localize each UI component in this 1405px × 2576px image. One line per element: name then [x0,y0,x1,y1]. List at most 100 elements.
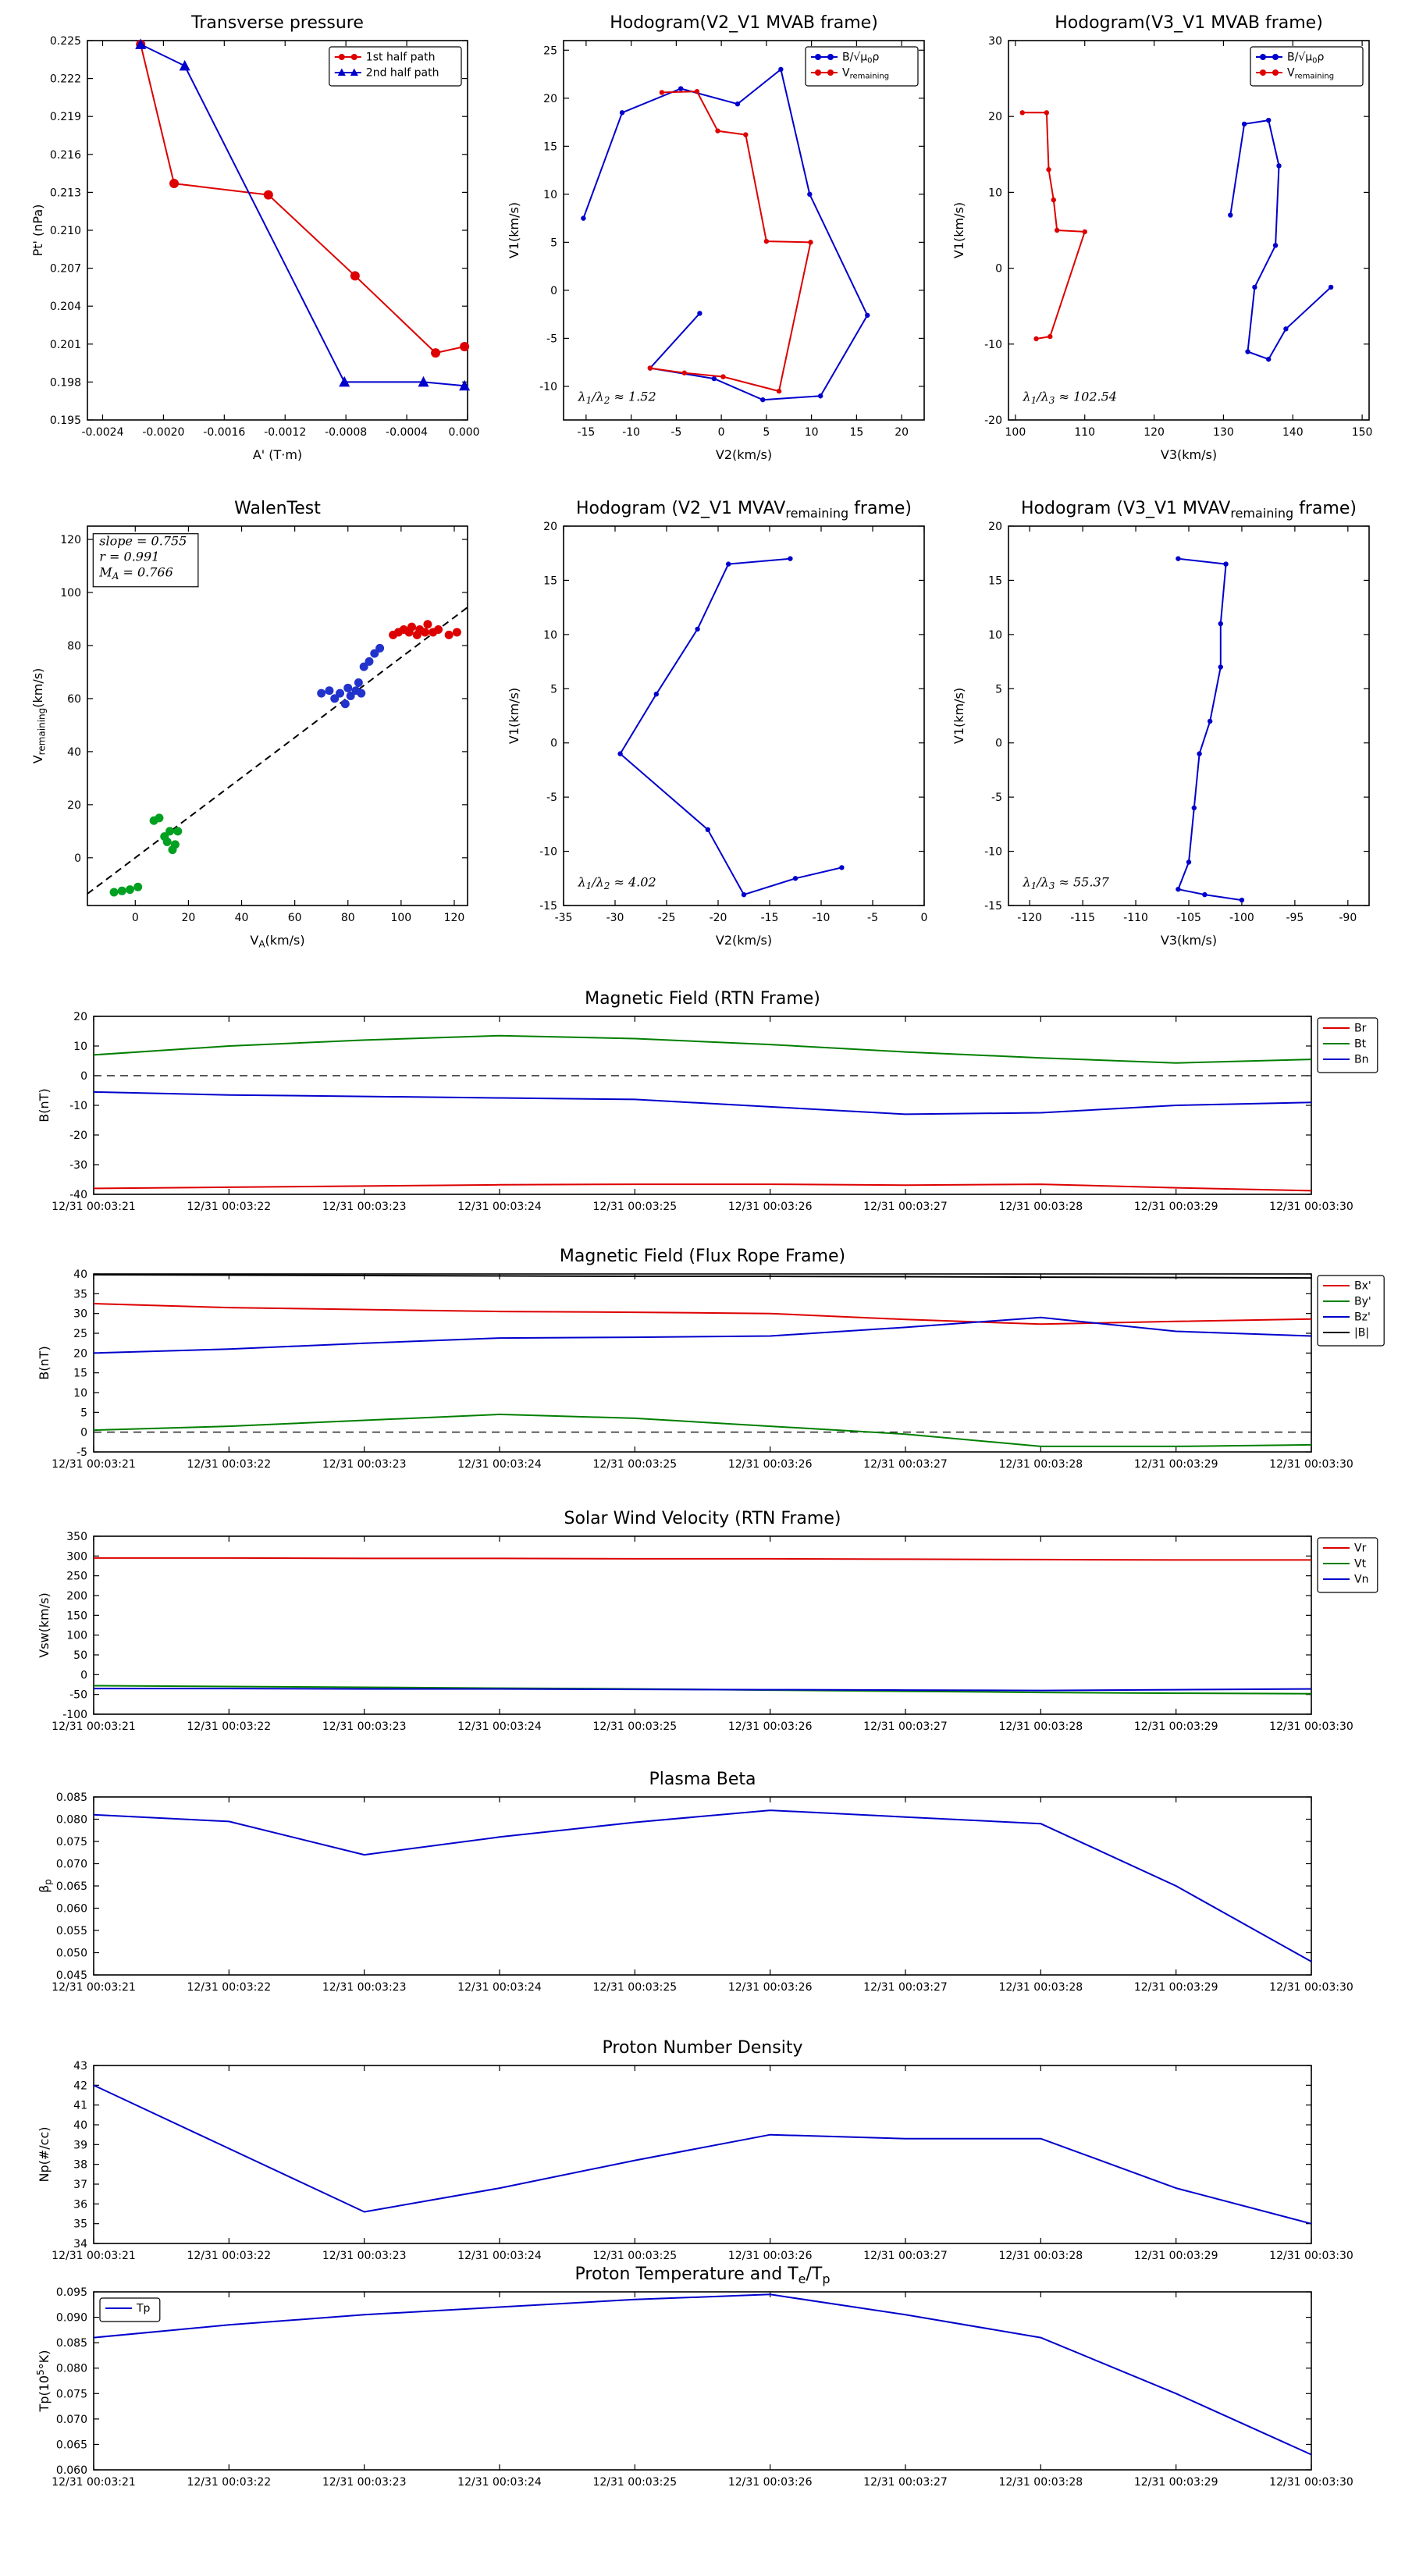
svg-text:0.207: 0.207 [50,263,81,276]
svg-text:-15: -15 [761,912,779,924]
svg-text:-10: -10 [539,381,557,393]
svg-text:12/31 00:03:27: 12/31 00:03:27 [863,1720,948,1733]
svg-text:12/31 00:03:29: 12/31 00:03:29 [1134,1981,1218,1994]
svg-text:120: 120 [60,534,81,546]
svg-text:Tp: Tp [136,2303,151,2315]
svg-text:-10: -10 [539,846,557,859]
svg-text:Np(#/cc): Np(#/cc) [37,2127,52,2183]
svg-text:V2(km/s): V2(km/s) [716,447,772,462]
svg-text:MA = 0.766: MA = 0.766 [98,565,173,582]
svg-text:Pt' (nPa): Pt' (nPa) [30,205,45,257]
chart-hodogram-v3v1-mvav: -120 -115 -110 -105 -100 -95 -90 -15 -10 -5 0 5 10 15… [944,492,1382,960]
svg-text:12/31 00:03:29: 12/31 00:03:29 [1134,1458,1218,1471]
chart-proton-temperature: 12/31 00:03:21 12/31 00:03:22 12/31 00:03:… [23,2261,1385,2503]
chart-walen-test: 0 20 40 60 80 100 120 0 20 40 60 80 100 120 WalenTest V… [23,492,480,960]
svg-text:λ1/λ2 ≈ 1.52: λ1/λ2 ≈ 1.52 [577,390,656,407]
svg-text:-15: -15 [539,900,557,913]
svg-text:0: 0 [995,738,1002,750]
svg-text:Proton Temperature and Te/Tp: Proton Temperature and Te/Tp [575,2265,831,2286]
svg-text:-50: -50 [69,1689,87,1702]
svg-text:80: 80 [341,912,355,924]
svg-text:0: 0 [995,263,1002,276]
svg-text:-20: -20 [984,415,1002,427]
svg-text:60: 60 [288,912,302,924]
svg-text:12/31 00:03:28: 12/31 00:03:28 [998,1720,1083,1733]
svg-text:-5: -5 [546,792,557,804]
svg-text:0.198: 0.198 [50,376,81,389]
svg-text:Vremaining: Vremaining [1287,67,1334,81]
svg-text:Bz': Bz' [1354,1311,1371,1324]
svg-text:12/31 00:03:24: 12/31 00:03:24 [457,1981,542,1994]
svg-text:100: 100 [66,1630,87,1642]
svg-text:43: 43 [73,2060,87,2073]
svg-text:-0.0012: -0.0012 [264,426,306,439]
svg-text:100: 100 [60,587,81,600]
svg-text:-10: -10 [813,912,831,924]
svg-text:Vr: Vr [1354,1542,1367,1555]
svg-text:By': By' [1354,1296,1371,1308]
svg-text:15: 15 [849,426,863,439]
svg-text:12/31 00:03:24: 12/31 00:03:24 [457,2250,542,2262]
svg-text:12/31 00:03:30: 12/31 00:03:30 [1269,2476,1353,2489]
svg-text:Plasma Beta: Plasma Beta [649,1770,756,1789]
svg-text:-95: -95 [1286,912,1304,924]
svg-text:35: 35 [73,1288,87,1300]
svg-text:0.216: 0.216 [50,149,81,162]
svg-text:B(nT): B(nT) [37,1088,52,1122]
svg-text:39: 39 [73,2139,87,2151]
svg-text:12/31 00:03:28: 12/31 00:03:28 [998,2476,1083,2489]
svg-text:V3(km/s): V3(km/s) [1161,933,1217,948]
svg-text:0.195: 0.195 [50,415,81,427]
svg-text:12/31 00:03:30: 12/31 00:03:30 [1269,2250,1353,2262]
svg-text:12/31 00:03:27: 12/31 00:03:27 [863,1458,948,1471]
chart-hodogram-v2v1-mvab: -15 -10 -5 0 5 10 15 20 -10 -5 0 5 10 15 20 25 Hodogram(… [500,6,937,475]
svg-text:12/31 00:03:29: 12/31 00:03:29 [1134,2476,1218,2489]
svg-text:0: 0 [80,1427,87,1439]
svg-text:Bx': Bx' [1354,1280,1371,1293]
svg-text:0.055: 0.055 [56,1925,87,1937]
svg-text:0: 0 [132,912,139,924]
svg-text:-30: -30 [606,912,624,924]
svg-text:Bt: Bt [1354,1038,1367,1051]
svg-text:150: 150 [66,1610,87,1622]
svg-text:50: 50 [73,1649,87,1662]
svg-text:12/31 00:03:28: 12/31 00:03:28 [998,1458,1083,1471]
svg-text:20: 20 [67,799,81,812]
svg-text:12/31 00:03:22: 12/31 00:03:22 [187,2250,271,2262]
svg-text:0.065: 0.065 [56,1880,87,1893]
svg-text:-10: -10 [984,846,1002,859]
svg-text:10: 10 [988,187,1002,199]
svg-text:0.045: 0.045 [56,1969,87,1982]
svg-text:|B|: |B| [1354,1327,1369,1340]
svg-text:12/31 00:03:21: 12/31 00:03:21 [52,1981,136,1994]
svg-text:12/31 00:03:22: 12/31 00:03:22 [187,1720,271,1733]
svg-text:-30: -30 [69,1159,87,1172]
svg-text:30: 30 [988,35,1002,48]
svg-text:12/31 00:03:29: 12/31 00:03:29 [1134,1720,1218,1733]
svg-text:V2(km/s): V2(km/s) [716,933,772,948]
svg-text:35: 35 [73,2218,87,2231]
svg-text:Br: Br [1354,1023,1367,1035]
svg-text:Bn: Bn [1354,1054,1368,1066]
svg-text:B(nT): B(nT) [37,1346,52,1379]
svg-text:40: 40 [73,1268,87,1281]
svg-text:42: 42 [73,2080,87,2092]
svg-text:WalenTest: WalenTest [234,499,321,518]
svg-text:0: 0 [718,426,725,439]
svg-text:12/31 00:03:22: 12/31 00:03:22 [187,1458,271,1471]
svg-text:0.219: 0.219 [50,111,81,123]
svg-text:-100: -100 [62,1709,87,1721]
svg-text:40: 40 [73,2119,87,2132]
svg-text:12/31 00:03:24: 12/31 00:03:24 [457,2476,542,2489]
chart-proton-number-density: 12/31 00:03:21 12/31 00:03:22 12/31 00:03:… [23,2034,1385,2276]
svg-text:12/31 00:03:21: 12/31 00:03:21 [52,1201,136,1213]
svg-text:A' (T·m): A' (T·m) [253,447,302,462]
svg-text:0.075: 0.075 [56,2388,87,2400]
svg-text:10: 10 [988,629,1002,642]
svg-text:12/31 00:03:30: 12/31 00:03:30 [1269,1201,1353,1213]
svg-text:βp: βp [37,1879,54,1893]
svg-text:-120: -120 [1017,912,1042,924]
svg-text:12/31 00:03:23: 12/31 00:03:23 [322,2476,407,2489]
chart-magnetic-field-rtn: 12/31 00:03:21 12/31 00:03:22 12/31 00:03:… [23,985,1385,1227]
svg-text:12/31 00:03:23: 12/31 00:03:23 [322,1201,407,1213]
